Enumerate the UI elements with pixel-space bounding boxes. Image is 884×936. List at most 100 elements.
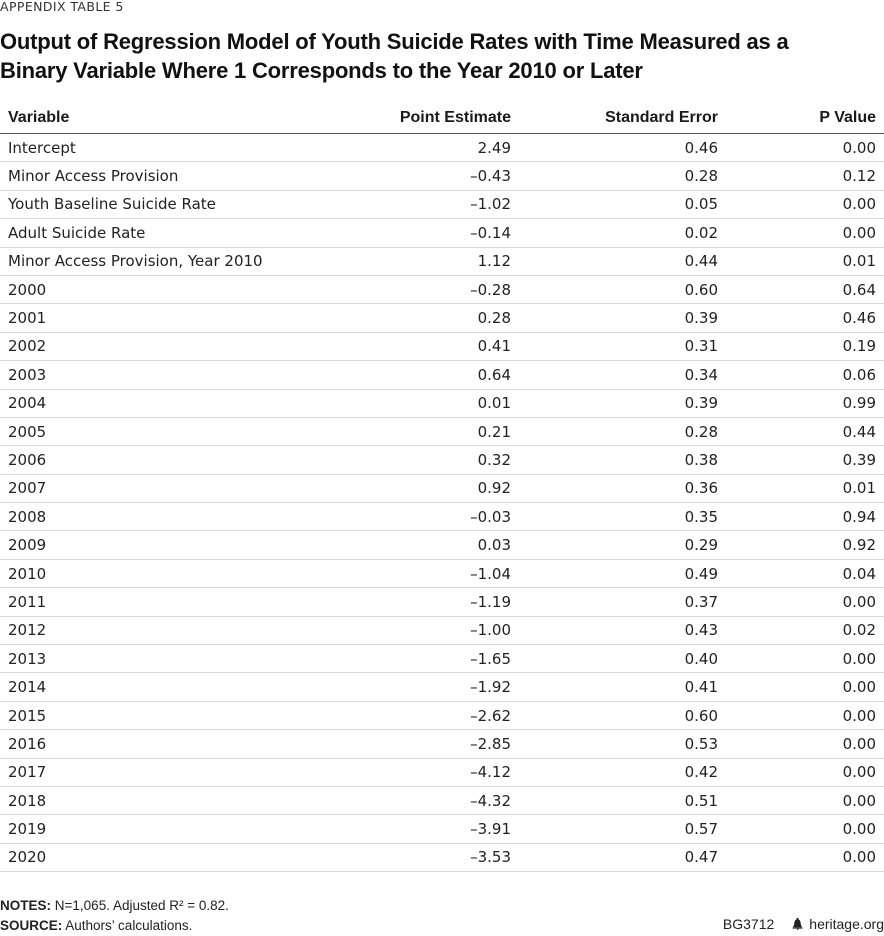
cell-standard-error: 0.57 xyxy=(519,814,726,844)
cell-standard-error: 0.60 xyxy=(519,275,726,305)
cell-variable: 2011 xyxy=(0,587,316,617)
cell-variable: 2001 xyxy=(0,303,316,333)
table-row: 2016 –2.85 0.53 0.00 xyxy=(0,729,884,759)
cell-p-value: 0.00 xyxy=(726,701,884,731)
source-label: SOURCE: xyxy=(0,918,63,933)
cell-variable: 2000 xyxy=(0,275,316,305)
cell-point-estimate: 0.64 xyxy=(316,360,519,390)
cell-standard-error: 0.34 xyxy=(519,360,726,390)
cell-variable: 2006 xyxy=(0,445,316,475)
cell-variable: 2019 xyxy=(0,814,316,844)
cell-point-estimate: 1.12 xyxy=(316,247,519,276)
table-row: Minor Access Provision, Year 2010 1.12 0.4… xyxy=(0,247,884,276)
cell-variable: Minor Access Provision xyxy=(0,161,316,191)
cell-variable: Minor Access Provision, Year 2010 xyxy=(0,247,316,276)
cell-standard-error: 0.41 xyxy=(519,672,726,702)
table-row: 2009 0.03 0.29 0.92 xyxy=(0,530,884,560)
cell-point-estimate: –1.65 xyxy=(316,644,519,674)
cell-standard-error: 0.38 xyxy=(519,445,726,475)
cell-variable: 2014 xyxy=(0,672,316,702)
table-row: 2007 0.92 0.36 0.01 xyxy=(0,474,884,504)
cell-standard-error: 0.40 xyxy=(519,644,726,674)
cell-point-estimate: –3.91 xyxy=(316,814,519,844)
column-header-standard-error: Standard Error xyxy=(519,103,726,134)
cell-standard-error: 0.28 xyxy=(519,161,726,191)
cell-p-value: 0.94 xyxy=(726,502,884,532)
cell-variable: 2008 xyxy=(0,502,316,532)
cell-point-estimate: –2.85 xyxy=(316,729,519,759)
cell-point-estimate: 0.01 xyxy=(316,389,519,418)
cell-variable: 2016 xyxy=(0,729,316,759)
cell-variable: 2020 xyxy=(0,843,316,873)
table-row: 2020 –3.53 0.47 0.00 xyxy=(0,843,884,873)
cell-standard-error: 0.49 xyxy=(519,559,726,589)
table-row: 2004 0.01 0.39 0.99 xyxy=(0,389,884,418)
table-row: 2017 –4.12 0.42 0.00 xyxy=(0,758,884,787)
cell-p-value: 0.04 xyxy=(726,559,884,589)
cell-point-estimate: 0.41 xyxy=(316,332,519,362)
cell-variable: 2010 xyxy=(0,559,316,589)
cell-p-value: 0.00 xyxy=(726,133,884,163)
liberty-bell-icon xyxy=(792,918,803,930)
cell-standard-error: 0.35 xyxy=(519,502,726,532)
cell-variable: 2002 xyxy=(0,332,316,362)
cell-variable: 2009 xyxy=(0,530,316,560)
column-header-p-value: P Value xyxy=(726,103,884,134)
cell-point-estimate: –0.03 xyxy=(316,502,519,532)
table-row: 2000 –0.28 0.60 0.64 xyxy=(0,275,884,305)
cell-p-value: 0.92 xyxy=(726,530,884,560)
table-row: Intercept 2.49 0.46 0.00 xyxy=(0,133,884,163)
cell-standard-error: 0.51 xyxy=(519,786,726,816)
cell-standard-error: 0.44 xyxy=(519,247,726,276)
cell-point-estimate: 2.49 xyxy=(316,133,519,163)
cell-p-value: 0.01 xyxy=(726,247,884,276)
notes-label: NOTES: xyxy=(0,898,52,913)
source-line: SOURCE: Authors’ calculations. xyxy=(0,916,884,936)
cell-point-estimate: 0.28 xyxy=(316,303,519,333)
cell-standard-error: 0.31 xyxy=(519,332,726,362)
cell-p-value: 0.00 xyxy=(726,814,884,844)
regression-table: Variable Point Estimate Standard Error P… xyxy=(0,103,884,873)
cell-p-value: 0.12 xyxy=(726,161,884,191)
cell-point-estimate: –0.43 xyxy=(316,161,519,191)
cell-point-estimate: –3.53 xyxy=(316,843,519,873)
cell-point-estimate: –1.92 xyxy=(316,672,519,702)
table-title: Output of Regression Model of Youth Suic… xyxy=(0,29,789,83)
cell-standard-error: 0.46 xyxy=(519,133,726,163)
cell-point-estimate: 0.92 xyxy=(316,474,519,504)
cell-standard-error: 0.47 xyxy=(519,843,726,873)
cell-variable: 2018 xyxy=(0,786,316,816)
cell-variable: 2004 xyxy=(0,389,316,418)
cell-standard-error: 0.37 xyxy=(519,587,726,617)
cell-variable: 2015 xyxy=(0,701,316,731)
cell-variable: Youth Baseline Suicide Rate xyxy=(0,190,316,220)
table-row: 2015 –2.62 0.60 0.00 xyxy=(0,701,884,731)
cell-p-value: 0.00 xyxy=(726,644,884,674)
table-row: 2003 0.64 0.34 0.06 xyxy=(0,360,884,390)
notes-text: N=1,065. Adjusted R² = 0.82. xyxy=(54,898,229,913)
cell-variable: 2017 xyxy=(0,758,316,787)
report-code: BG3712 xyxy=(722,916,775,932)
table-body: Intercept 2.49 0.46 0.00 Minor Access Provis… xyxy=(0,133,884,873)
cell-p-value: 0.00 xyxy=(726,218,884,248)
cell-point-estimate: –4.32 xyxy=(316,786,519,816)
table-row: 2008 –0.03 0.35 0.94 xyxy=(0,502,884,532)
cell-p-value: 0.00 xyxy=(726,729,884,759)
cell-standard-error: 0.53 xyxy=(519,729,726,759)
table-row: 2018 –4.32 0.51 0.00 xyxy=(0,786,884,816)
cell-p-value: 0.46 xyxy=(726,303,884,333)
cell-variable: 2007 xyxy=(0,474,316,504)
table-row: 2005 0.21 0.28 0.44 xyxy=(0,417,884,447)
cell-p-value: 0.39 xyxy=(726,445,884,475)
cell-p-value: 0.44 xyxy=(726,417,884,447)
source-text: Authors’ calculations. xyxy=(65,918,193,933)
cell-point-estimate: –0.28 xyxy=(316,275,519,305)
cell-p-value: 0.02 xyxy=(726,616,884,646)
table-row: Adult Suicide Rate –0.14 0.02 0.00 xyxy=(0,218,884,248)
cell-standard-error: 0.02 xyxy=(519,218,726,248)
table-row: 2006 0.32 0.38 0.39 xyxy=(0,445,884,475)
cell-p-value: 0.00 xyxy=(726,843,884,873)
cell-p-value: 0.00 xyxy=(726,672,884,702)
cell-variable: 2012 xyxy=(0,616,316,646)
cell-standard-error: 0.42 xyxy=(519,758,726,787)
